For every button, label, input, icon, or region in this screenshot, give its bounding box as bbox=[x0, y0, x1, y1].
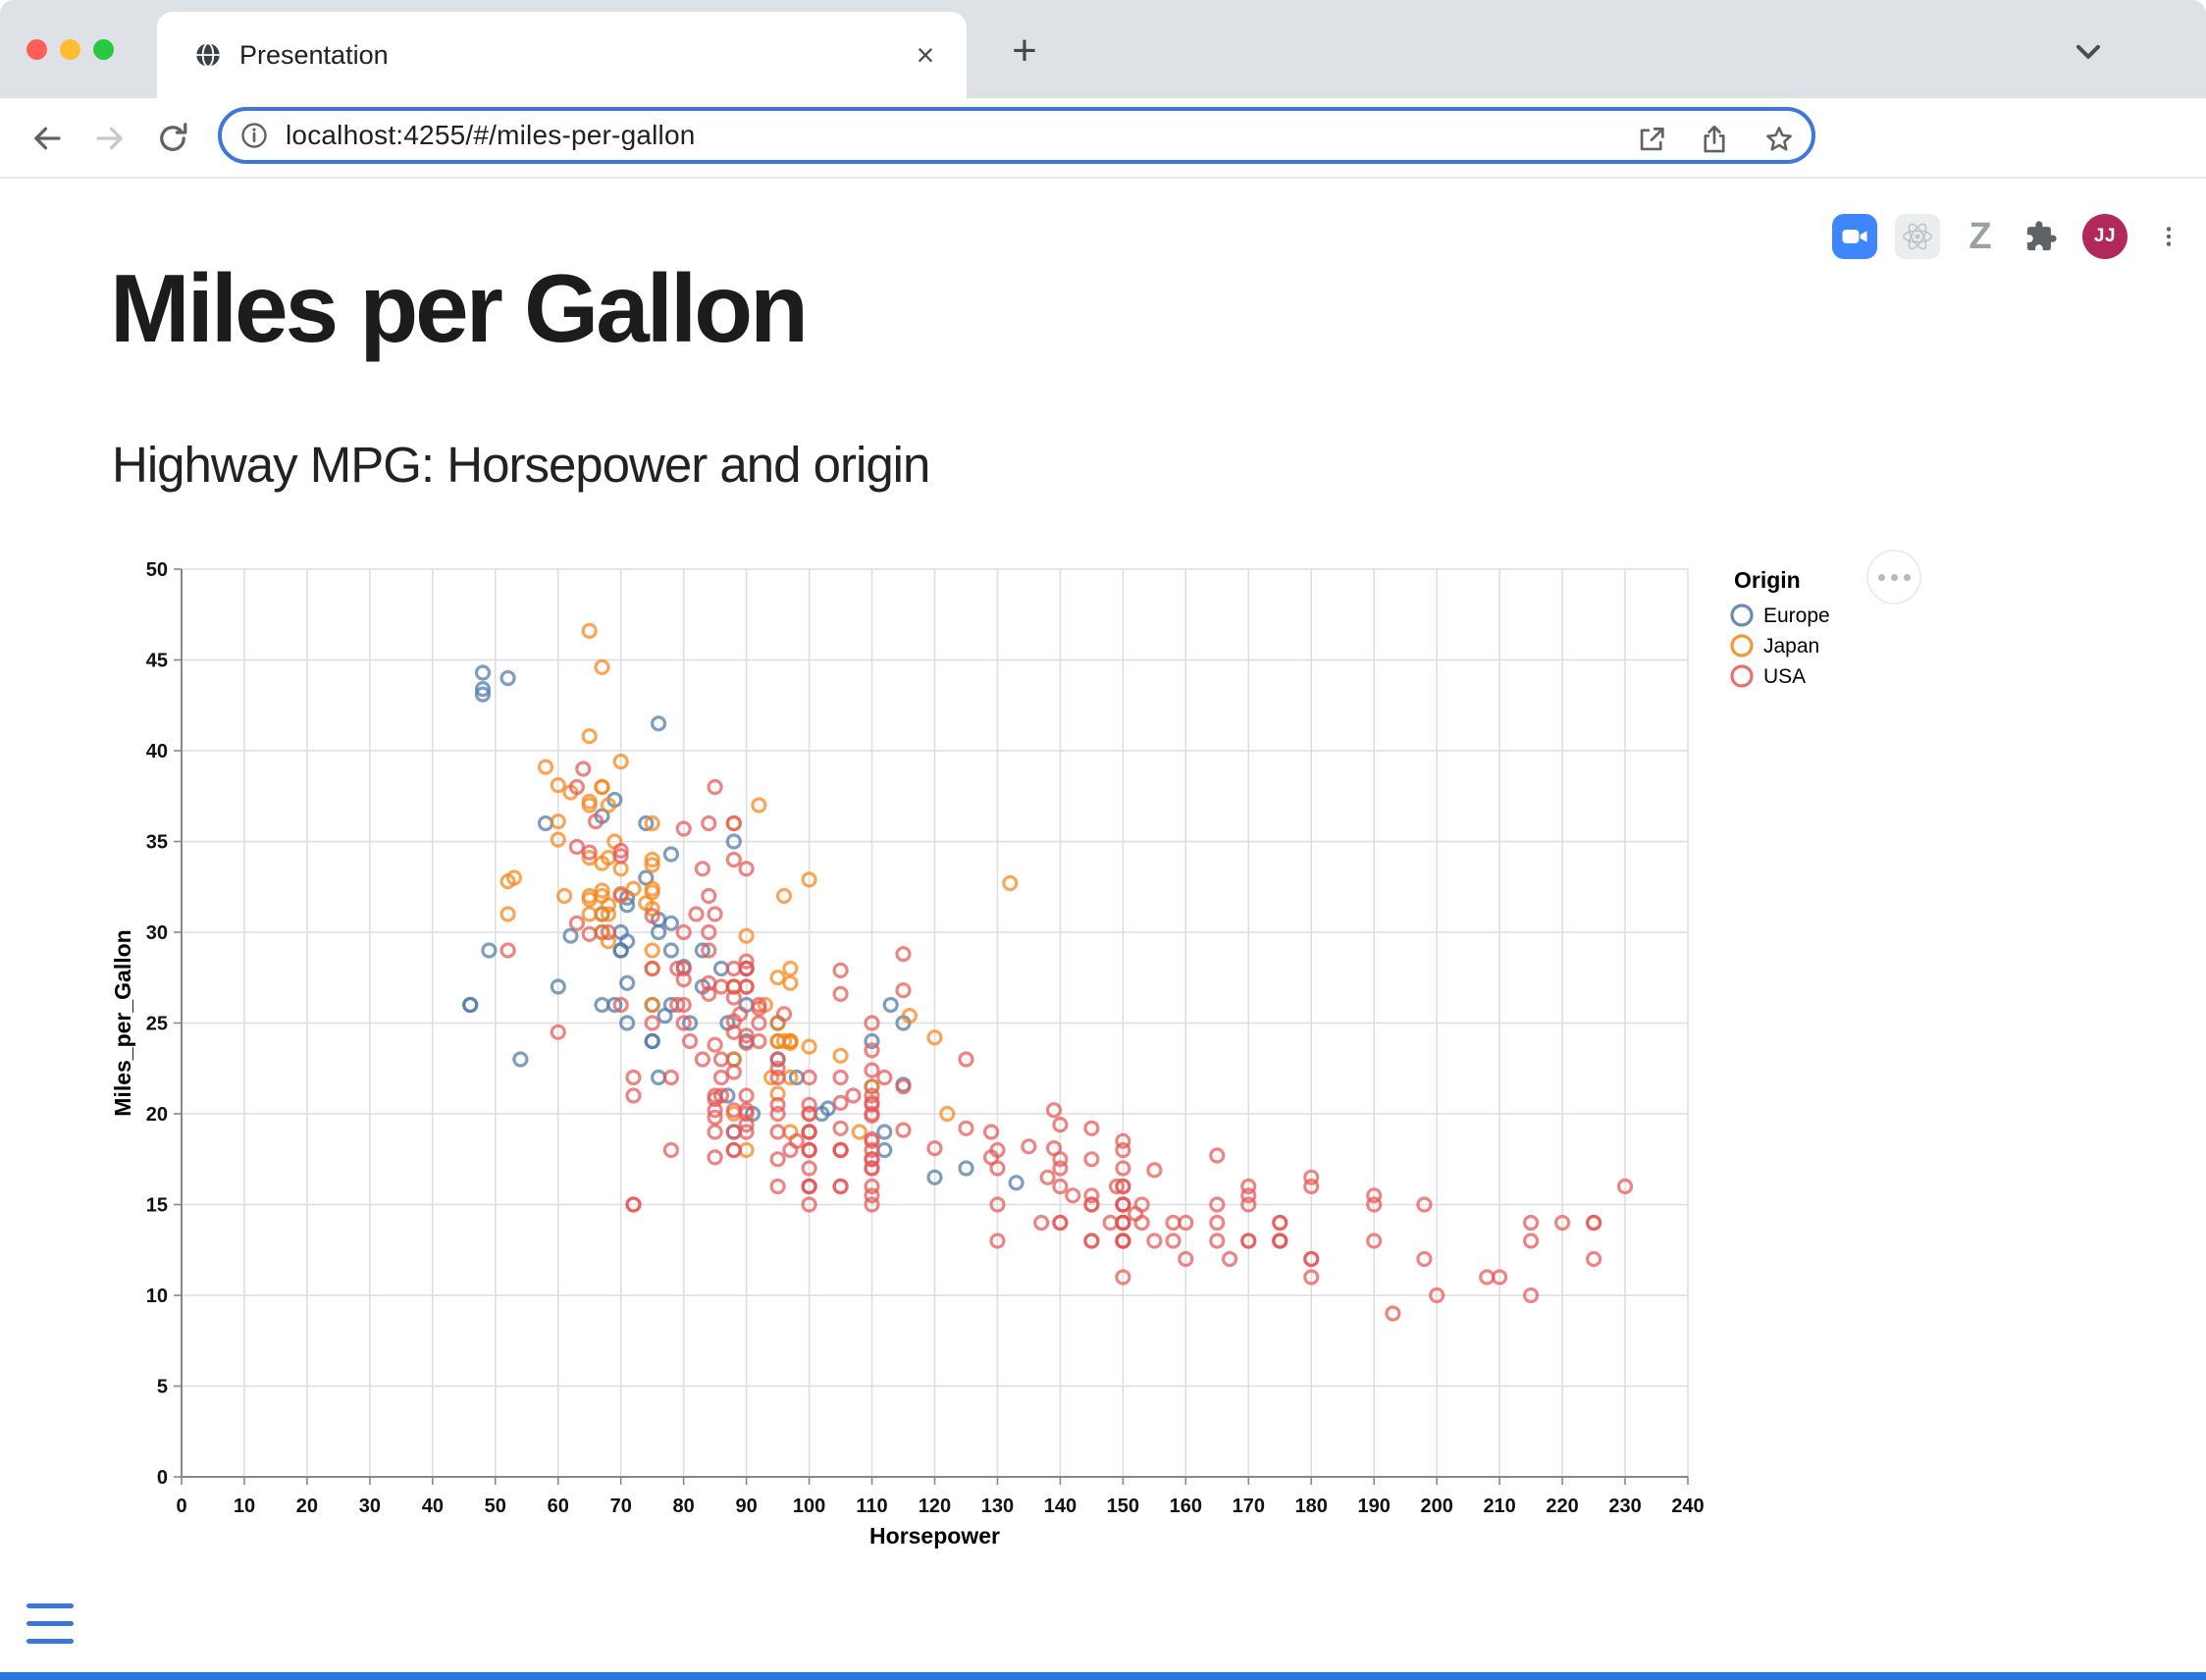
svg-text:180: 180 bbox=[1295, 1496, 1328, 1517]
svg-text:130: 130 bbox=[981, 1496, 1014, 1517]
browser-tab-strip: Presentation × + bbox=[0, 0, 2206, 98]
page-subtitle: Highway MPG: Horsepower and origin bbox=[112, 437, 930, 493]
svg-text:30: 30 bbox=[146, 922, 168, 944]
address-bar[interactable]: localhost:4255/#/miles-per-gallon bbox=[218, 107, 1815, 164]
y-axis-title: Miles_per_Gallon bbox=[113, 929, 135, 1116]
svg-text:0: 0 bbox=[176, 1496, 186, 1517]
zotero-extension-icon[interactable]: Z bbox=[1969, 215, 1992, 257]
presentation-progress-bar bbox=[0, 1672, 2206, 1680]
x-axis-title: Horsepower bbox=[869, 1523, 1000, 1549]
svg-text:30: 30 bbox=[359, 1496, 381, 1517]
svg-text:240: 240 bbox=[1671, 1496, 1704, 1517]
legend-swatch-usa bbox=[1730, 664, 1754, 688]
svg-text:5: 5 bbox=[157, 1377, 168, 1398]
svg-text:60: 60 bbox=[548, 1496, 569, 1517]
react-extension-icon[interactable] bbox=[1895, 214, 1940, 259]
svg-text:160: 160 bbox=[1170, 1496, 1202, 1517]
forward-button-icon[interactable] bbox=[92, 121, 128, 156]
tab-title: Presentation bbox=[239, 39, 389, 70]
svg-text:220: 220 bbox=[1546, 1496, 1578, 1517]
svg-text:200: 200 bbox=[1420, 1496, 1452, 1517]
window-maximize-button[interactable] bbox=[93, 39, 114, 60]
svg-text:40: 40 bbox=[146, 741, 168, 762]
scatter-plot: 0 10 20 30 40 50 60 70 80 90 100 110 120 130 140 150 160… bbox=[113, 554, 2026, 1595]
hamburger-icon bbox=[26, 1603, 74, 1608]
svg-text:20: 20 bbox=[146, 1104, 168, 1126]
svg-text:110: 110 bbox=[856, 1496, 887, 1517]
svg-text:120: 120 bbox=[919, 1496, 951, 1517]
legend-label-usa: USA bbox=[1763, 665, 1806, 688]
svg-text:25: 25 bbox=[146, 1014, 168, 1035]
hamburger-icon bbox=[26, 1639, 74, 1644]
globe-favicon-icon bbox=[196, 42, 220, 68]
svg-text:15: 15 bbox=[146, 1195, 168, 1217]
zoom-extension-icon[interactable] bbox=[1832, 214, 1877, 259]
svg-text:210: 210 bbox=[1483, 1496, 1515, 1517]
svg-text:100: 100 bbox=[793, 1496, 825, 1517]
tab-close-icon[interactable]: × bbox=[916, 36, 935, 73]
svg-text:50: 50 bbox=[485, 1496, 506, 1517]
svg-text:190: 190 bbox=[1358, 1496, 1391, 1517]
svg-text:35: 35 bbox=[146, 832, 168, 854]
legend-label-japan: Japan bbox=[1763, 635, 1819, 657]
page-title: Miles per Gallon bbox=[110, 254, 809, 362]
series-japan bbox=[499, 622, 1019, 1159]
window-minimize-button[interactable] bbox=[60, 39, 80, 60]
svg-text:45: 45 bbox=[146, 651, 168, 672]
legend-swatch-europe bbox=[1730, 604, 1754, 627]
tab-search-chevron-icon[interactable] bbox=[2069, 31, 2108, 71]
series-usa bbox=[499, 761, 1634, 1322]
window-close-button[interactable] bbox=[26, 39, 47, 60]
svg-text:150: 150 bbox=[1107, 1496, 1139, 1517]
back-button-icon[interactable] bbox=[29, 121, 65, 156]
slide-menu-button[interactable] bbox=[26, 1603, 74, 1647]
legend-swatch-japan bbox=[1730, 634, 1754, 657]
legend-label-europe: Europe bbox=[1763, 604, 1830, 627]
share-icon[interactable] bbox=[1698, 123, 1731, 156]
svg-text:40: 40 bbox=[422, 1496, 444, 1517]
browser-menu-kebab-icon[interactable] bbox=[2154, 214, 2183, 259]
browser-toolbar: localhost:4255/#/miles-per-gallon bbox=[0, 98, 2206, 259]
browser-tab[interactable]: Presentation × bbox=[157, 12, 967, 98]
svg-text:230: 230 bbox=[1608, 1496, 1641, 1517]
series-europe bbox=[462, 664, 1024, 1191]
new-tab-button[interactable]: + bbox=[1012, 26, 1037, 75]
url-text: localhost:4255/#/miles-per-gallon bbox=[286, 120, 696, 150]
vega-actions-button[interactable] bbox=[1866, 550, 1921, 604]
legend-title: Origin bbox=[1734, 567, 1801, 593]
svg-text:70: 70 bbox=[610, 1496, 632, 1517]
open-in-new-icon[interactable] bbox=[1635, 123, 1668, 156]
scatter-plot-svg: 0 10 20 30 40 50 60 70 80 90 100 110 120 130 140 150 160… bbox=[113, 559, 1830, 1549]
svg-text:90: 90 bbox=[736, 1496, 758, 1517]
svg-text:10: 10 bbox=[146, 1286, 168, 1307]
svg-text:80: 80 bbox=[673, 1496, 695, 1517]
svg-text:0: 0 bbox=[157, 1467, 168, 1489]
profile-avatar[interactable]: JJ bbox=[2082, 214, 2127, 259]
svg-text:170: 170 bbox=[1233, 1496, 1265, 1517]
reload-button-icon[interactable] bbox=[155, 121, 190, 156]
site-info-icon[interactable] bbox=[239, 121, 269, 150]
svg-text:20: 20 bbox=[296, 1496, 318, 1517]
svg-text:140: 140 bbox=[1044, 1496, 1077, 1517]
hamburger-icon bbox=[26, 1621, 74, 1626]
svg-text:10: 10 bbox=[234, 1496, 255, 1517]
svg-text:50: 50 bbox=[146, 559, 168, 581]
bookmark-star-icon[interactable] bbox=[1762, 123, 1796, 156]
extensions-puzzle-icon[interactable] bbox=[2020, 214, 2063, 259]
